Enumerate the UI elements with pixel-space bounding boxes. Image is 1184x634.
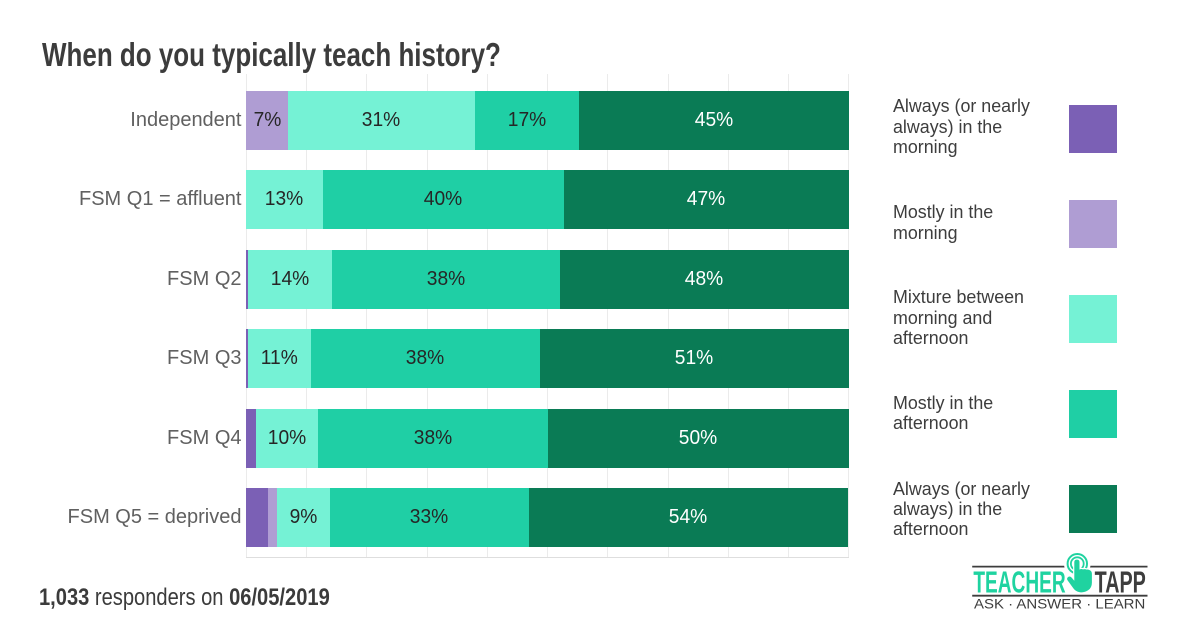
svg-text:TEACHER: TEACHER — [973, 566, 1065, 600]
svg-text:ASK · ANSWER · LEARN: ASK · ANSWER · LEARN — [974, 595, 1145, 611]
svg-text:TAPP: TAPP — [1095, 566, 1146, 600]
